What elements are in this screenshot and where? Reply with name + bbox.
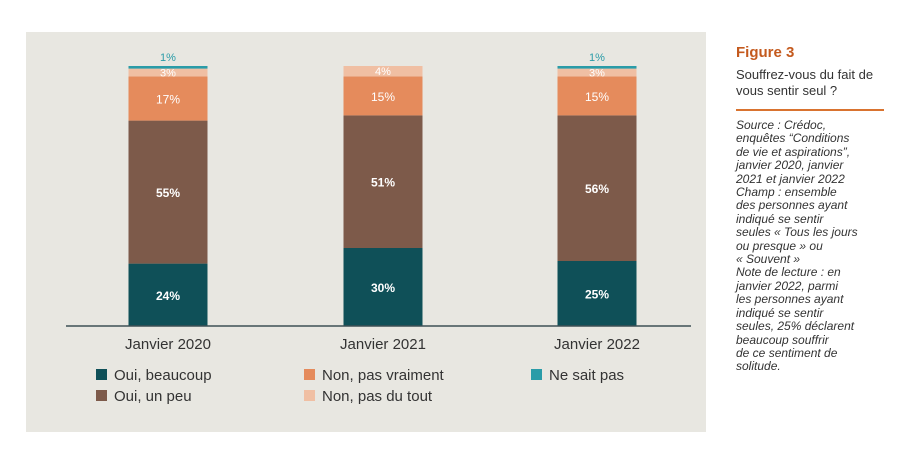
data-label: 56%	[585, 182, 609, 196]
stacked-bar-chart: 24% 55% 17% 3% 1% Janvier 2020 30% 51% 15% 4% Janv…	[66, 52, 691, 405]
bar-segment	[557, 115, 637, 262]
legend-label: Non, pas du tout	[322, 388, 433, 405]
legend-label: Ne sait pas	[549, 367, 624, 384]
bar-segment	[343, 115, 423, 249]
data-label: 3%	[589, 68, 605, 80]
bar-segment	[343, 66, 423, 77]
data-label: 15%	[371, 90, 395, 104]
data-label: 25%	[585, 288, 609, 302]
bar-segment	[557, 76, 637, 116]
data-label: 17%	[156, 93, 180, 107]
bar-segment	[128, 66, 208, 69]
x-tick-label: Janvier 2021	[340, 336, 426, 353]
bar-segment	[128, 263, 208, 326]
data-label: 1%	[589, 52, 605, 64]
bar-segment	[128, 68, 208, 77]
legend-swatch	[96, 390, 107, 401]
bar-segment	[343, 248, 423, 326]
legend-label: Non, pas vraiment	[322, 367, 445, 384]
bar-segment	[128, 120, 208, 264]
legend-label: Oui, un peu	[114, 388, 192, 405]
data-label: 1%	[160, 52, 176, 64]
data-label: 30%	[371, 281, 395, 295]
bar-segment	[557, 261, 637, 326]
bar-segment	[343, 76, 423, 116]
data-label: 55%	[156, 186, 180, 200]
caption-divider	[736, 109, 884, 111]
legend-swatch	[304, 390, 315, 401]
figure-caption: Figure 3 Souffrez-vous du fait de vous s…	[736, 44, 896, 374]
x-tick-label: Janvier 2022	[554, 336, 640, 353]
figure-title: Figure 3	[736, 44, 795, 61]
data-label: 4%	[375, 66, 391, 78]
bar-segment	[557, 68, 637, 77]
bar-segment	[128, 76, 208, 121]
data-label: 3%	[160, 68, 176, 80]
bar-segment	[557, 66, 637, 69]
data-label: 24%	[156, 289, 180, 303]
legend-swatch	[96, 369, 107, 380]
chart-panel: 24% 55% 17% 3% 1% Janvier 2020 30% 51% 15% 4% Janv…	[26, 32, 706, 432]
data-label: 15%	[585, 90, 609, 104]
legend-label: Oui, beaucoup	[114, 367, 212, 384]
legend-swatch	[304, 369, 315, 380]
figure-question: Souffrez-vous du fait de vous sentir seu…	[736, 67, 874, 98]
data-label: 51%	[371, 176, 395, 190]
source-note: Source : Crédoc, enquêtes “Conditions de…	[736, 118, 858, 374]
legend-swatch	[531, 369, 542, 380]
x-tick-label: Janvier 2020	[125, 336, 211, 353]
